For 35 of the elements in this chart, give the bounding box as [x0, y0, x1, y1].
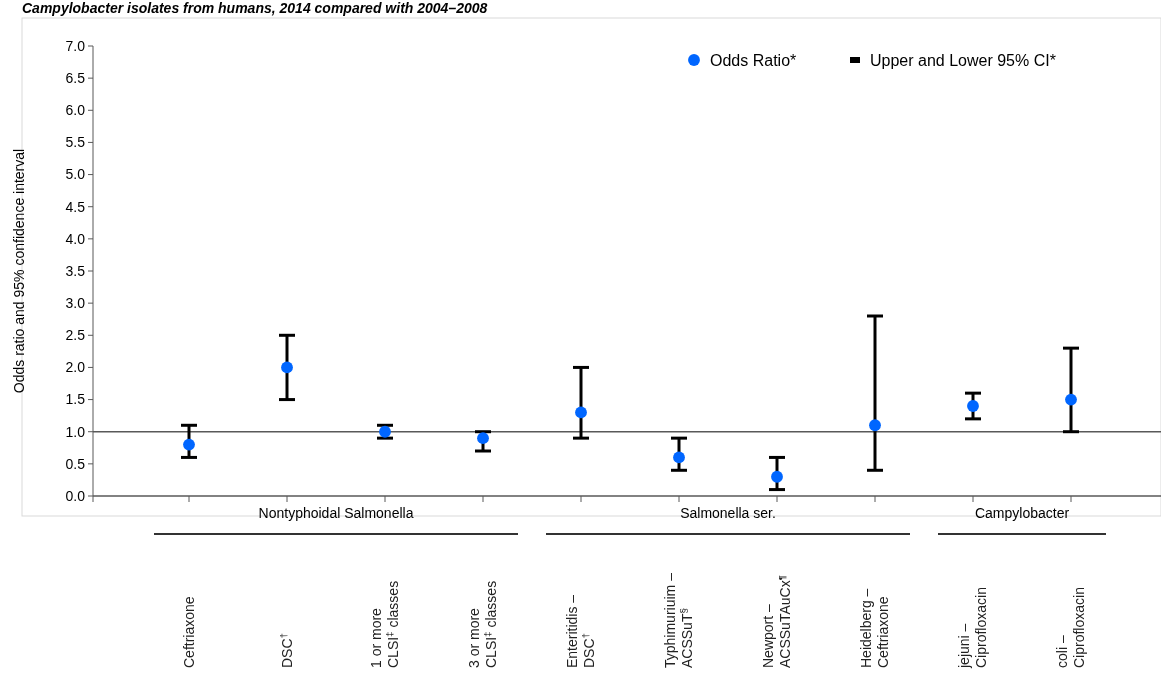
y-tick-label: 1.0: [65, 423, 86, 440]
text: Nontyphoidal Salmonella: [258, 505, 414, 521]
point: [281, 361, 293, 374]
y-tick-label: 7.0: [65, 37, 86, 54]
y-tick-label: 2.5: [65, 327, 86, 344]
text: Salmonella ser.: [680, 505, 776, 521]
y-axis-title: Odds ratio and 95% confidence interval: [11, 148, 27, 394]
point: [575, 406, 587, 419]
point: [771, 470, 783, 483]
point: [673, 451, 685, 464]
x-tick-label: Ceftriaxone: [180, 596, 197, 668]
legend-label: Odds Ratio*: [710, 51, 797, 69]
y-tick-label: 6.5: [65, 70, 86, 87]
x-tick-label: Heidelberg – Ceftriaxone: [858, 588, 892, 668]
x-tick-label: coli – Ciprofloxacin: [1054, 587, 1088, 668]
point: [477, 432, 489, 445]
x-tick-label: jejuni – Ciprofloxacin: [956, 587, 990, 669]
y-tick-label: 1.5: [65, 391, 86, 408]
y-tick-label: 2.0: [65, 359, 86, 376]
annotation: Upper and Lower 95% CI*: [870, 51, 1056, 69]
chart-title: Campylobacter isolates from humans, 2014 compared with 2004–2008: [22, 0, 488, 16]
y-tick-label: 4.5: [65, 198, 86, 215]
point: [1065, 393, 1077, 406]
point: [183, 438, 195, 451]
y-tick-label: 3.5: [65, 262, 86, 279]
y-tick-label: 4.0: [65, 230, 86, 247]
y-tick-label: 5.5: [65, 134, 86, 151]
y-tick-label: 0.0: [65, 487, 86, 504]
y-tick-label: 3.0: [65, 295, 86, 312]
point: [869, 419, 881, 432]
y-tick-label: 6.0: [65, 102, 86, 119]
y-tick-label: 5.0: [65, 166, 86, 183]
point: [967, 400, 979, 412]
y-tick-label: 0.5: [65, 455, 86, 472]
text: Campylobacter: [974, 505, 1070, 521]
